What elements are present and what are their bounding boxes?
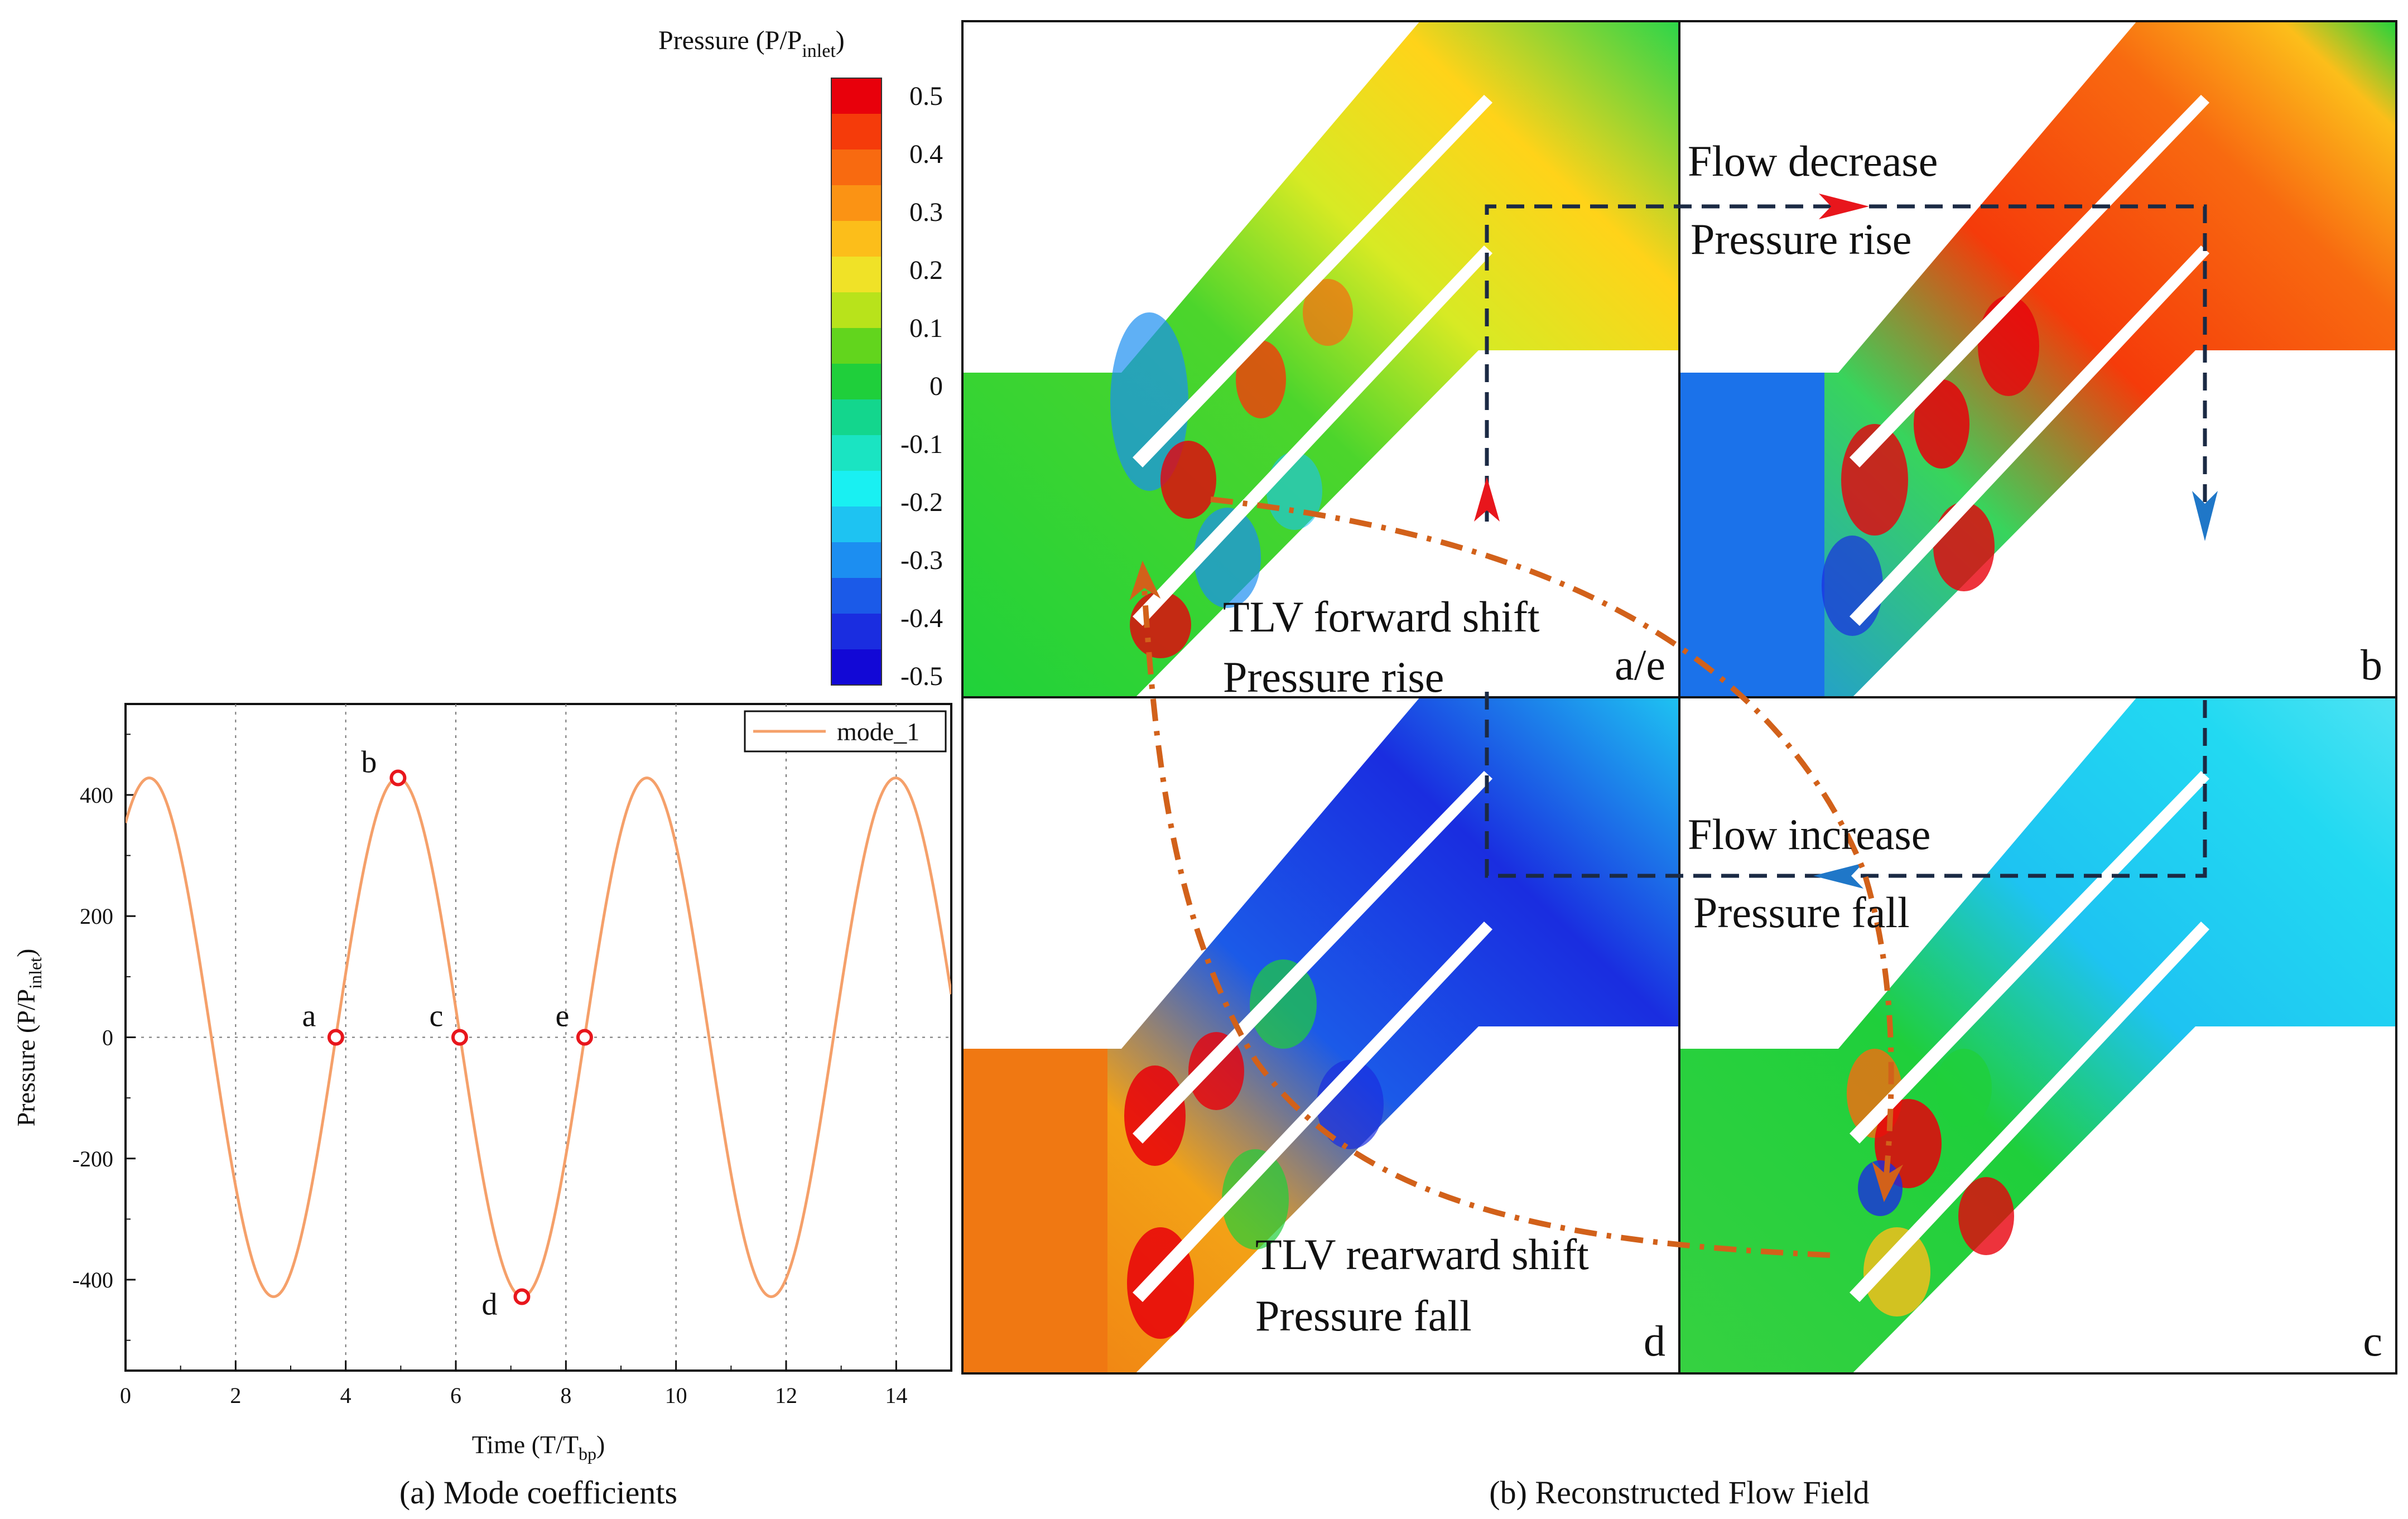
colorbar-swatch: [831, 435, 882, 471]
x-tick-label: 2: [230, 1383, 241, 1408]
y-axis-ticks: -400 -200 0 200 400: [73, 734, 136, 1341]
flow-field-caption: (b) Reconstructed Flow Field: [1489, 1474, 1869, 1511]
colorbar-swatch: [831, 185, 882, 221]
colorbar-swatch: [831, 150, 882, 186]
colorbar-tick-label: 0.5: [909, 81, 943, 111]
x-tick-label: 12: [775, 1383, 797, 1408]
marker-label-b: b: [361, 745, 377, 780]
chart-caption: (a) Mode coefficients: [399, 1474, 677, 1511]
colorbar-swatches: [831, 78, 882, 686]
arrow-red-right-icon: [1819, 194, 1869, 219]
annot-pressure-fall-rear: Pressure fall: [1255, 1291, 1472, 1340]
marker-a: [327, 1029, 344, 1046]
arrow-blue-left-icon: [1813, 863, 1863, 889]
colorbar-swatch: [831, 114, 882, 150]
flow-field: Flow decrease Pressure rise Flow increas…: [961, 20, 2397, 1511]
annot-tlv-rearward: TLV rearward shift: [1255, 1230, 1589, 1279]
colorbar-swatch: [831, 399, 882, 436]
panel-label-b: b: [2361, 640, 2382, 689]
marker-b: [389, 769, 407, 787]
panel-label-ae: a/e: [1615, 640, 1665, 689]
annot-pressure-fall-mid: Pressure fall: [1693, 888, 1910, 937]
panel-label-d: d: [1644, 1317, 1665, 1365]
x-tick-label: 6: [450, 1383, 461, 1408]
panel-label-c: c: [2363, 1317, 2382, 1365]
marker-label-e: e: [555, 999, 569, 1034]
colorbar-swatch: [831, 78, 882, 114]
y-tick-label: 400: [80, 783, 113, 808]
x-axis-ticks: 0 2 4 6 8 10 12 14: [120, 1361, 907, 1408]
series-line-mode-1: [126, 777, 951, 1298]
colorbar-tick-label: 0.3: [909, 197, 943, 227]
colorbar-swatch: [831, 471, 882, 507]
colorbar-tick-label: -0.1: [900, 430, 943, 459]
x-tick-label: 14: [885, 1383, 907, 1408]
colorbar-swatch: [831, 578, 882, 614]
annot-pressure-rise-top: Pressure rise: [1691, 215, 1911, 263]
y-tick-label: -400: [73, 1267, 113, 1293]
y-tick-label: 0: [102, 1025, 113, 1050]
annot-flow-increase: Flow increase: [1688, 810, 1930, 859]
colorbar-title: Pressure (P/Pinlet): [658, 26, 845, 61]
colorbar-tick-label: 0.1: [909, 314, 943, 343]
marker-label-c: c: [429, 999, 443, 1034]
legend-label: mode_1: [837, 717, 919, 746]
x-tick-label: 0: [120, 1383, 131, 1408]
colorbar-swatch: [831, 221, 882, 257]
colorbar: Pressure (P/Pinlet) 0.5 0.4 0.3 0.2 0.1 0 -0.1…: [658, 26, 943, 691]
arrow-blue-down-icon: [2192, 491, 2218, 541]
marker-d: [513, 1288, 531, 1305]
annot-pressure-rise-fwd: Pressure rise: [1223, 653, 1444, 701]
arrow-red-up-icon: [1474, 477, 1500, 522]
y-axis-title: Pressure (P/Pinlet): [12, 949, 45, 1127]
colorbar-tick-label: -0.2: [900, 488, 943, 517]
y-tick-label: -200: [73, 1146, 113, 1171]
colorbar-swatch: [831, 507, 882, 543]
x-tick-label: 10: [665, 1383, 687, 1408]
colorbar-tick-label: -0.3: [900, 546, 943, 575]
colorbar-tick-label: -0.4: [900, 604, 943, 633]
colorbar-swatch: [831, 649, 882, 686]
legend: mode_1: [744, 710, 947, 753]
cycle-box: [1474, 194, 2218, 889]
marker-label-a: a: [302, 999, 316, 1034]
x-tick-label: 8: [560, 1383, 571, 1408]
flow-panel-d: [962, 697, 1679, 1373]
tlv-path: [1129, 496, 1904, 1258]
grid-lines: [126, 704, 951, 1371]
colorbar-swatch: [831, 542, 882, 578]
flow-panel-b: [1679, 21, 2396, 697]
marker-label-d: d: [481, 1287, 497, 1322]
annot-flow-decrease: Flow decrease: [1688, 137, 1938, 185]
colorbar-swatch: [831, 292, 882, 329]
marker-e: [576, 1029, 593, 1046]
colorbar-swatch: [831, 328, 882, 364]
colorbar-swatch: [831, 257, 882, 293]
colorbar-tick-label: 0: [930, 372, 943, 401]
colorbar-swatch: [831, 614, 882, 650]
mode-chart: 0 2 4 6 8 10 12 14 -400 -200 0 200 400 a b c d e mode_1…: [12, 703, 952, 1511]
colorbar-swatch: [831, 364, 882, 400]
marker-c: [451, 1029, 468, 1046]
plot-area: [124, 703, 952, 1372]
colorbar-tick-label: 0.4: [909, 139, 943, 169]
colorbar-tick-label: 0.2: [909, 255, 943, 285]
x-tick-label: 4: [340, 1383, 351, 1408]
flow-panel-ae: [962, 21, 1679, 697]
colorbar-outline: [831, 78, 882, 686]
y-tick-label: 200: [80, 904, 113, 929]
x-axis-title: Time (T/Tbp): [472, 1430, 605, 1464]
colorbar-ticks: 0.5 0.4 0.3 0.2 0.1 0 -0.1 -0.2 -0.3 -0.4 -0.5: [900, 81, 943, 691]
point-markers: a b c d e: [302, 745, 593, 1322]
annot-tlv-forward: TLV forward shift: [1223, 592, 1540, 641]
colorbar-tick-label: -0.5: [900, 662, 943, 691]
flow-panel-c: [1679, 697, 2396, 1373]
